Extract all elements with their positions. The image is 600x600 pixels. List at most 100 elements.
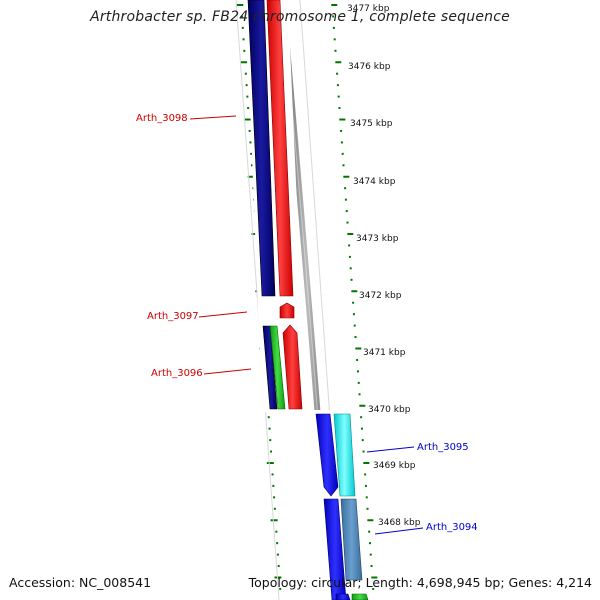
tick-mark (276, 542, 279, 545)
gene-arth3095-blue[interactable] (315, 413, 339, 497)
tick-mark (348, 244, 351, 247)
tick-mark (364, 484, 367, 487)
tick-mark (241, 15, 244, 18)
gene-segment-green[interactable] (351, 593, 369, 600)
tick-mark (270, 519, 278, 522)
gene-arth3098-navy[interactable] (247, 0, 276, 297)
tick-mark (340, 141, 343, 144)
tick-mark (340, 129, 343, 132)
tick-mark (337, 95, 340, 98)
tick-mark (251, 233, 259, 235)
tick-mark (354, 336, 357, 339)
tick-mark (246, 95, 249, 98)
kbp-label: 3474 kbp (353, 177, 396, 187)
tick-mark (270, 450, 273, 453)
kbp-label: 3470 kbp (368, 405, 411, 415)
tick-mark (369, 553, 372, 556)
tick-mark (332, 26, 335, 29)
tick-mark (247, 175, 255, 178)
tick-mark (371, 576, 378, 579)
tick-mark (335, 61, 342, 64)
gene-arth3098-red[interactable] (266, 0, 294, 297)
kbp-label: 3477 kbp (347, 4, 390, 14)
tick-mark (244, 72, 247, 75)
track-edge-line (235, 0, 280, 600)
leader-line (198, 311, 248, 318)
tick-mark (350, 278, 353, 281)
kbp-label: 3469 kbp (373, 461, 416, 471)
tick-mark (348, 255, 351, 258)
tick-mark (363, 462, 370, 464)
tick-mark (365, 496, 368, 499)
tick-mark (370, 565, 373, 568)
tick-mark (336, 84, 339, 87)
leader-line (189, 115, 237, 120)
gene-label-arth3096[interactable]: Arth_3096 (151, 368, 203, 379)
tick-mark (353, 324, 356, 327)
tick-mark (247, 107, 250, 110)
tick-mark (267, 416, 270, 419)
gene-arth3094-steel[interactable] (340, 498, 363, 581)
tick-mark (359, 404, 366, 407)
tick-mark (341, 152, 344, 155)
gene-label-arth3094[interactable]: Arth_3094 (426, 522, 478, 533)
tick-mark (366, 507, 369, 510)
kbp-label: 3476 kbp (348, 62, 391, 72)
tick-mark (269, 439, 272, 442)
gene-arth3096-green[interactable] (269, 325, 286, 410)
tick-mark (248, 129, 251, 132)
tick-mark (249, 141, 252, 144)
gene-arth3097-red[interactable] (279, 302, 295, 319)
tick-mark (250, 152, 253, 155)
gene-arth3094-blue[interactable] (323, 498, 347, 600)
tick-mark (362, 450, 365, 453)
tick-mark (339, 118, 346, 121)
tick-mark (272, 484, 275, 487)
tick-mark (273, 507, 276, 510)
gene-label-arth3098[interactable]: Arth_3098 (136, 113, 188, 124)
gene-arth3095-cyan[interactable] (333, 413, 356, 497)
kbp-scale: 3477 kbp 3476 kbp 3475 kbp 3474 kbp 3473… (347, 4, 421, 528)
tick-mark (360, 427, 363, 430)
tick-mark (241, 26, 244, 29)
tick-mark (336, 72, 339, 75)
kbp-label: 3473 kbp (356, 234, 399, 244)
tick-mark (279, 587, 282, 590)
tick-mark (351, 290, 358, 293)
gene-segment-blue[interactable] (335, 593, 351, 600)
tick-mark (240, 61, 248, 64)
kbp-label: 3468 kbp (378, 518, 421, 528)
kbp-label: 3472 kbp (359, 291, 402, 301)
tick-mark (275, 530, 278, 533)
tick-mark (276, 553, 279, 556)
gene-arth3096-red[interactable] (282, 324, 303, 410)
gene-label-arth3097[interactable]: Arth_3097 (147, 311, 199, 322)
tick-mark (344, 198, 347, 201)
map-title: Arthrobacter sp. FB24 chromosome 1, comp… (90, 9, 510, 25)
tick-mark (368, 542, 371, 545)
tick-mark (361, 439, 364, 442)
tick-mark (333, 38, 336, 41)
tick-mark (268, 427, 271, 430)
tick-mark (352, 301, 355, 304)
tick-mark (338, 107, 341, 110)
tick-mark (367, 519, 374, 522)
kbp-label: 3471 kbp (363, 348, 406, 358)
tick-mark (243, 118, 251, 121)
tick-mark (250, 164, 253, 167)
tick-mark (356, 370, 359, 373)
tick-mark (368, 530, 371, 533)
tick-mark (364, 473, 367, 476)
tick-mark (277, 565, 280, 568)
tick-mark (273, 496, 276, 499)
topology-summary: Topology: circular; Length: 4,698,945 bp… (248, 575, 592, 590)
leader-line (203, 368, 252, 375)
gene-arth3096-navy[interactable] (262, 325, 278, 410)
tick-mark (345, 210, 348, 213)
tick-mark (347, 233, 354, 235)
gene-label-arth3095[interactable]: Arth_3095 (417, 442, 469, 453)
tick-mark (357, 381, 360, 384)
tick-mark (332, 15, 335, 18)
tick-mark (349, 267, 352, 270)
